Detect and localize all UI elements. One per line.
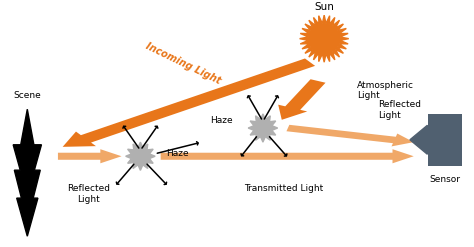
Polygon shape [248, 114, 278, 142]
Text: Sun: Sun [314, 2, 334, 12]
Text: Haze: Haze [210, 117, 232, 125]
Text: Reflected
Light: Reflected Light [67, 185, 110, 204]
Polygon shape [300, 15, 349, 62]
Text: Sensor: Sensor [429, 175, 460, 184]
Polygon shape [126, 142, 155, 170]
FancyArrow shape [58, 149, 121, 163]
Text: Haze: Haze [166, 149, 189, 158]
Text: Transmitted Light: Transmitted Light [245, 185, 324, 193]
Text: Reflected
Light: Reflected Light [378, 100, 421, 120]
FancyArrow shape [63, 59, 315, 147]
FancyArrow shape [286, 125, 414, 146]
Text: Atmospheric
Light: Atmospheric Light [357, 81, 414, 100]
Text: Scene: Scene [13, 91, 41, 100]
Polygon shape [13, 109, 41, 236]
FancyArrow shape [161, 149, 414, 163]
Text: Incoming Light: Incoming Light [144, 41, 222, 86]
Ellipse shape [310, 26, 338, 52]
FancyArrow shape [278, 79, 326, 120]
FancyBboxPatch shape [428, 114, 462, 166]
Polygon shape [410, 125, 428, 154]
